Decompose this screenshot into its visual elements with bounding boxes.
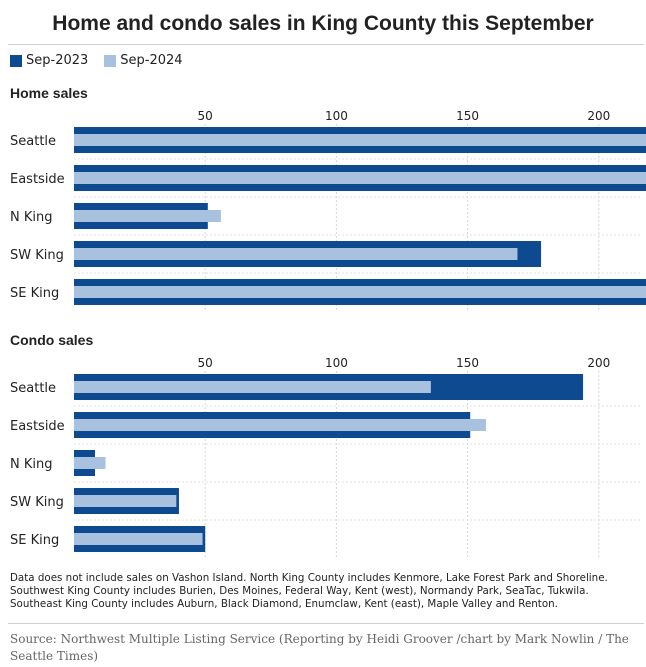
home-sales-bar-sep-2024: [74, 248, 518, 260]
home-sales-bar-sep-2024: [74, 286, 646, 298]
condo-sales-tick-label: 150: [456, 356, 479, 370]
legend: Sep-2023 Sep-2024: [10, 53, 199, 68]
condo-sales-category-label: SW King: [10, 495, 64, 510]
legend-swatch-sep-2023: [10, 54, 22, 67]
home-sales-tick-label: 100: [325, 109, 348, 123]
bar-charts: Home sales50100150200250300350400Seattle…: [10, 85, 646, 558]
condo-sales-category-label: SE King: [10, 533, 59, 548]
condo-sales-category-label: Eastside: [10, 419, 65, 434]
condo-sales-bar-sep-2024: [74, 495, 177, 507]
legend-item-sep-2023: Sep-2023: [10, 53, 88, 68]
condo-sales-bar-sep-2024: [74, 381, 431, 393]
condo-sales-panel-title: Condo sales: [10, 332, 93, 348]
home-sales-category-label: Eastside: [10, 172, 65, 187]
source-credit: Source: Northwest Multiple Listing Servi…: [10, 632, 629, 663]
condo-sales-tick-label: 200: [587, 356, 610, 370]
condo-sales-tick-label: 100: [325, 356, 348, 370]
home-sales-bar-sep-2024: [74, 134, 646, 146]
condo-sales-bar-sep-2024: [74, 533, 203, 545]
home-sales-tick-label: 200: [587, 109, 610, 123]
legend-label-sep-2023: Sep-2023: [26, 53, 89, 68]
footnote: Data does not include sales on Vashon Is…: [10, 572, 608, 610]
condo-sales-tick-label: 50: [198, 356, 213, 370]
condo-sales-bar-sep-2024: [74, 419, 486, 431]
home-sales-category-label: SW King: [10, 248, 64, 263]
legend-item-sep-2024: Sep-2024: [104, 53, 183, 68]
home-sales-bar-sep-2024: [74, 172, 646, 184]
chart-title: Home and condo sales in King County this…: [52, 12, 594, 35]
legend-swatch-sep-2024: [104, 54, 117, 67]
home-sales-category-label: Seattle: [10, 134, 56, 149]
home-sales-category-label: N King: [10, 210, 53, 225]
condo-sales-category-label: N King: [10, 457, 53, 472]
condo-sales-bar-sep-2024: [74, 457, 106, 469]
home-sales-panel-title: Home sales: [10, 85, 88, 101]
condo-sales-category-label: Seattle: [10, 381, 56, 396]
home-sales-tick-label: 50: [198, 109, 213, 123]
legend-label-sep-2024: Sep-2024: [120, 53, 183, 68]
home-sales-tick-label: 150: [456, 109, 479, 123]
home-sales-bar-sep-2024: [74, 210, 221, 222]
home-sales-category-label: SE King: [10, 286, 59, 301]
title-divider: [8, 44, 644, 45]
source-divider: [8, 623, 644, 624]
